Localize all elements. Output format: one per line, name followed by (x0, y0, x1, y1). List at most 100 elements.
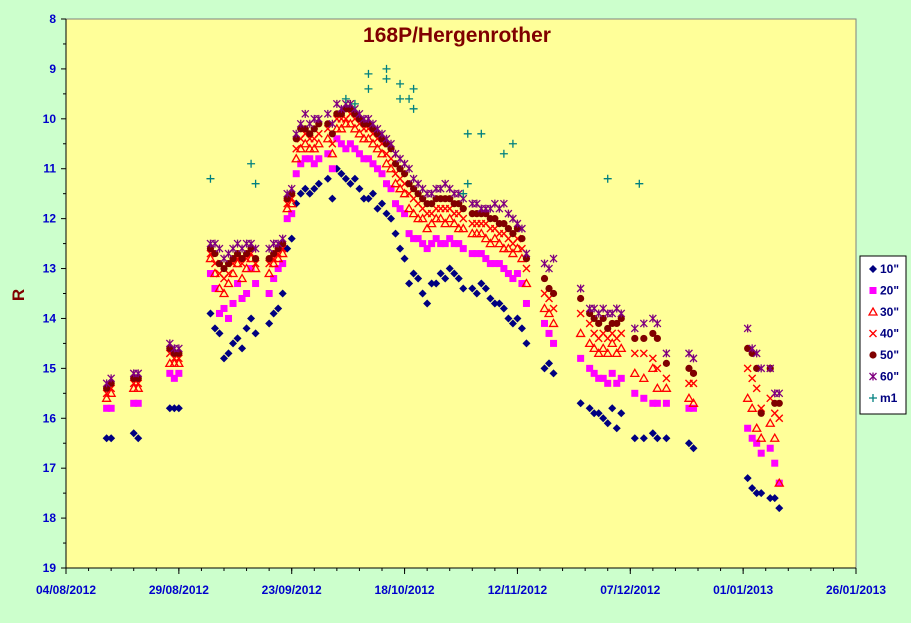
x-tick-label: 07/12/2012 (600, 583, 660, 597)
data-point (346, 140, 354, 148)
data-point (278, 289, 287, 298)
data-point (593, 348, 604, 358)
data-point (540, 274, 549, 283)
data-point (274, 304, 283, 313)
data-point (491, 215, 499, 223)
data-point (382, 74, 391, 83)
data-point (458, 223, 469, 233)
y-tick-label: 18 (43, 511, 57, 525)
data-point (378, 199, 386, 208)
series-2 (103, 135, 783, 487)
data-point (508, 139, 517, 148)
x-tick-label: 29/08/2012 (149, 583, 209, 597)
data-point (209, 268, 221, 278)
data-point (315, 155, 323, 163)
data-point (351, 145, 359, 153)
data-point (396, 205, 404, 213)
data-point (541, 319, 549, 327)
data-point (328, 165, 336, 173)
data-point (314, 114, 323, 123)
data-point (649, 329, 657, 338)
data-point (489, 233, 500, 243)
data-point (410, 235, 418, 243)
data-point (252, 254, 260, 263)
data-point (589, 343, 600, 353)
data-point (441, 274, 450, 283)
legend-entry-label: 20" (880, 284, 899, 298)
data-point (662, 434, 671, 443)
data-point (744, 424, 752, 432)
data-point (215, 309, 223, 317)
data-point (445, 264, 454, 273)
data-point (684, 439, 693, 448)
data-point (210, 324, 219, 333)
data-point (590, 409, 599, 418)
data-point (396, 79, 405, 88)
data-point (652, 383, 663, 392)
y-axis-label: R (9, 289, 28, 301)
data-point (576, 309, 585, 318)
data-point (432, 235, 440, 243)
data-point (381, 158, 392, 168)
data-point (689, 369, 698, 377)
data-point (661, 383, 672, 392)
data-point (403, 203, 415, 213)
data-point (322, 133, 333, 143)
data-point (503, 243, 514, 253)
data-point (309, 143, 320, 153)
data-point (173, 358, 184, 368)
data-point (355, 150, 363, 158)
data-point (540, 364, 549, 373)
data-point (165, 404, 174, 413)
data-point (509, 275, 517, 283)
data-point (392, 200, 400, 208)
data-point (653, 399, 661, 407)
data-point (463, 129, 472, 138)
data-point (224, 349, 233, 358)
data-point (689, 444, 698, 453)
data-point (418, 289, 427, 298)
data-point (345, 118, 356, 128)
data-point (364, 194, 373, 203)
legend-marker (867, 306, 879, 316)
data-point (638, 373, 649, 382)
legend: 10" 20" 30" 40" 50" 60" m1 (859, 255, 907, 415)
data-point (630, 434, 639, 443)
data-point (283, 195, 291, 203)
legend-marker (869, 351, 877, 359)
data-point (653, 334, 661, 343)
data-point (743, 474, 752, 483)
data-point (327, 148, 338, 158)
data-point (617, 314, 625, 323)
data-point (455, 240, 463, 248)
data-point (103, 404, 111, 412)
data-point (599, 374, 607, 382)
data-point (459, 205, 467, 213)
data-point (608, 404, 617, 413)
data-point (617, 309, 626, 318)
data-point (241, 263, 252, 273)
y-tick-label: 16 (43, 411, 57, 425)
data-point (639, 319, 648, 328)
data-point (521, 278, 532, 288)
data-point (766, 364, 775, 373)
data-point (508, 319, 517, 328)
data-point (647, 363, 658, 373)
data-point (522, 264, 531, 273)
data-point (757, 364, 766, 373)
data-point (766, 444, 774, 452)
data-point (297, 160, 305, 168)
data-point (206, 270, 214, 278)
data-point (662, 349, 671, 358)
data-point (742, 392, 753, 402)
data-point (346, 179, 355, 188)
data-point (748, 434, 756, 442)
data-point (242, 324, 251, 333)
data-point (349, 123, 361, 133)
data-point (499, 304, 508, 313)
data-point (310, 160, 318, 168)
data-point (328, 119, 337, 128)
legend-marker (869, 287, 877, 294)
data-point (292, 129, 301, 138)
data-point (337, 169, 346, 178)
